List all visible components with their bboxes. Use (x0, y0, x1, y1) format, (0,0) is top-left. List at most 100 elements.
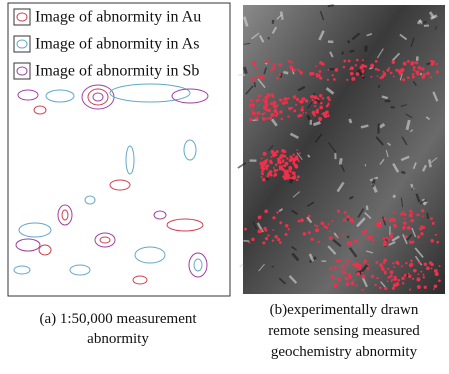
anomaly-point (260, 229, 262, 231)
anomaly-point (422, 215, 424, 217)
anomaly-point (341, 265, 344, 268)
anomaly-point (262, 117, 266, 121)
ridge (401, 172, 405, 173)
anomaly-point (334, 68, 338, 72)
anomaly-point (417, 285, 419, 287)
anomaly-point (264, 96, 268, 100)
anomaly-point (392, 262, 394, 264)
anomaly-point (267, 175, 269, 177)
ridge (393, 196, 395, 198)
anomaly-point (297, 114, 300, 117)
anomaly-point (399, 72, 402, 75)
anomaly-point (297, 69, 299, 71)
anomaly-point (281, 118, 283, 120)
anomaly-point (256, 99, 259, 102)
anomaly-point (292, 158, 296, 162)
anomaly-point (284, 178, 286, 180)
anomaly-point (416, 70, 420, 74)
anomaly-point (423, 274, 425, 276)
anomaly-point (251, 103, 255, 107)
anomaly-point (271, 151, 274, 154)
anomaly-point (422, 75, 425, 78)
anomaly-point (430, 217, 433, 220)
anomaly-point (327, 115, 329, 117)
anomaly-point (251, 100, 253, 102)
anomaly-point (383, 259, 386, 262)
anomaly-point (367, 264, 369, 266)
anomaly-point (258, 215, 262, 219)
anomaly-point (365, 229, 368, 232)
anomaly-point (252, 111, 256, 115)
anomaly-point (271, 156, 273, 158)
anomaly-point (336, 236, 338, 238)
anomaly-point (388, 239, 390, 241)
anomaly-point (436, 63, 438, 65)
anomaly-point (299, 152, 301, 154)
anomaly-point (281, 149, 285, 153)
anomaly-point (405, 235, 408, 238)
anomaly-point (279, 110, 282, 113)
anomaly-point (430, 76, 432, 78)
anomaly-point (274, 169, 276, 171)
anomaly-point (308, 231, 311, 234)
anomaly-point (263, 227, 266, 230)
anomaly-point (392, 219, 395, 222)
anomaly-point (344, 268, 346, 270)
anomaly-point (322, 97, 324, 99)
anomaly-point (314, 105, 316, 107)
anomaly-point (405, 262, 407, 264)
anomaly-point (261, 158, 263, 160)
anomaly-point (279, 98, 282, 101)
anomaly-point (270, 174, 273, 177)
anomaly-point (377, 75, 379, 77)
anomaly-point (438, 279, 441, 282)
anomaly-point (284, 97, 288, 101)
anomaly-point (431, 268, 433, 270)
anomaly-point (248, 241, 250, 243)
anomaly-point (356, 272, 360, 276)
anomaly-point (268, 60, 270, 62)
legend-label: Image of abnormity in Sb (35, 63, 199, 80)
ridge (244, 67, 246, 74)
anomaly-point (345, 277, 348, 280)
anomaly-point (393, 266, 395, 268)
caption: geochemistry abnormity (271, 344, 418, 360)
anomaly-point (282, 160, 284, 162)
anomaly-point (352, 263, 356, 267)
ridge (265, 179, 269, 180)
anomaly-point (293, 154, 295, 156)
anomaly-point (325, 110, 329, 114)
anomaly-point (380, 220, 383, 223)
ridge (427, 213, 428, 219)
anomaly-point (288, 60, 291, 63)
anomaly-point (408, 275, 412, 279)
anomaly-point (439, 265, 441, 267)
anomaly-point (282, 175, 285, 178)
anomaly-point (264, 209, 268, 213)
anomaly-point (266, 117, 268, 119)
anomaly-point (349, 276, 352, 279)
anomaly-point (387, 268, 389, 270)
anomaly-point (408, 273, 410, 275)
anomaly-point (344, 211, 347, 214)
anomaly-point (343, 219, 346, 222)
anomaly-point (349, 68, 351, 70)
anomaly-point (424, 286, 427, 289)
anomaly-point (266, 169, 268, 171)
anomaly-point (327, 96, 330, 99)
ridge (240, 265, 243, 267)
anomaly-point (351, 73, 353, 75)
anomaly-point (343, 66, 346, 69)
anomaly-point (290, 177, 292, 179)
anomaly-point (314, 96, 318, 100)
anomaly-point (279, 156, 282, 159)
anomaly-point (266, 164, 269, 167)
anomaly-point (389, 234, 393, 238)
anomaly-point (356, 59, 359, 62)
anomaly-point (413, 69, 415, 71)
anomaly-point (326, 227, 328, 229)
anomaly-point (388, 67, 390, 69)
anomaly-point (379, 263, 383, 267)
anomaly-point (322, 222, 325, 225)
anomaly-point (372, 236, 374, 238)
